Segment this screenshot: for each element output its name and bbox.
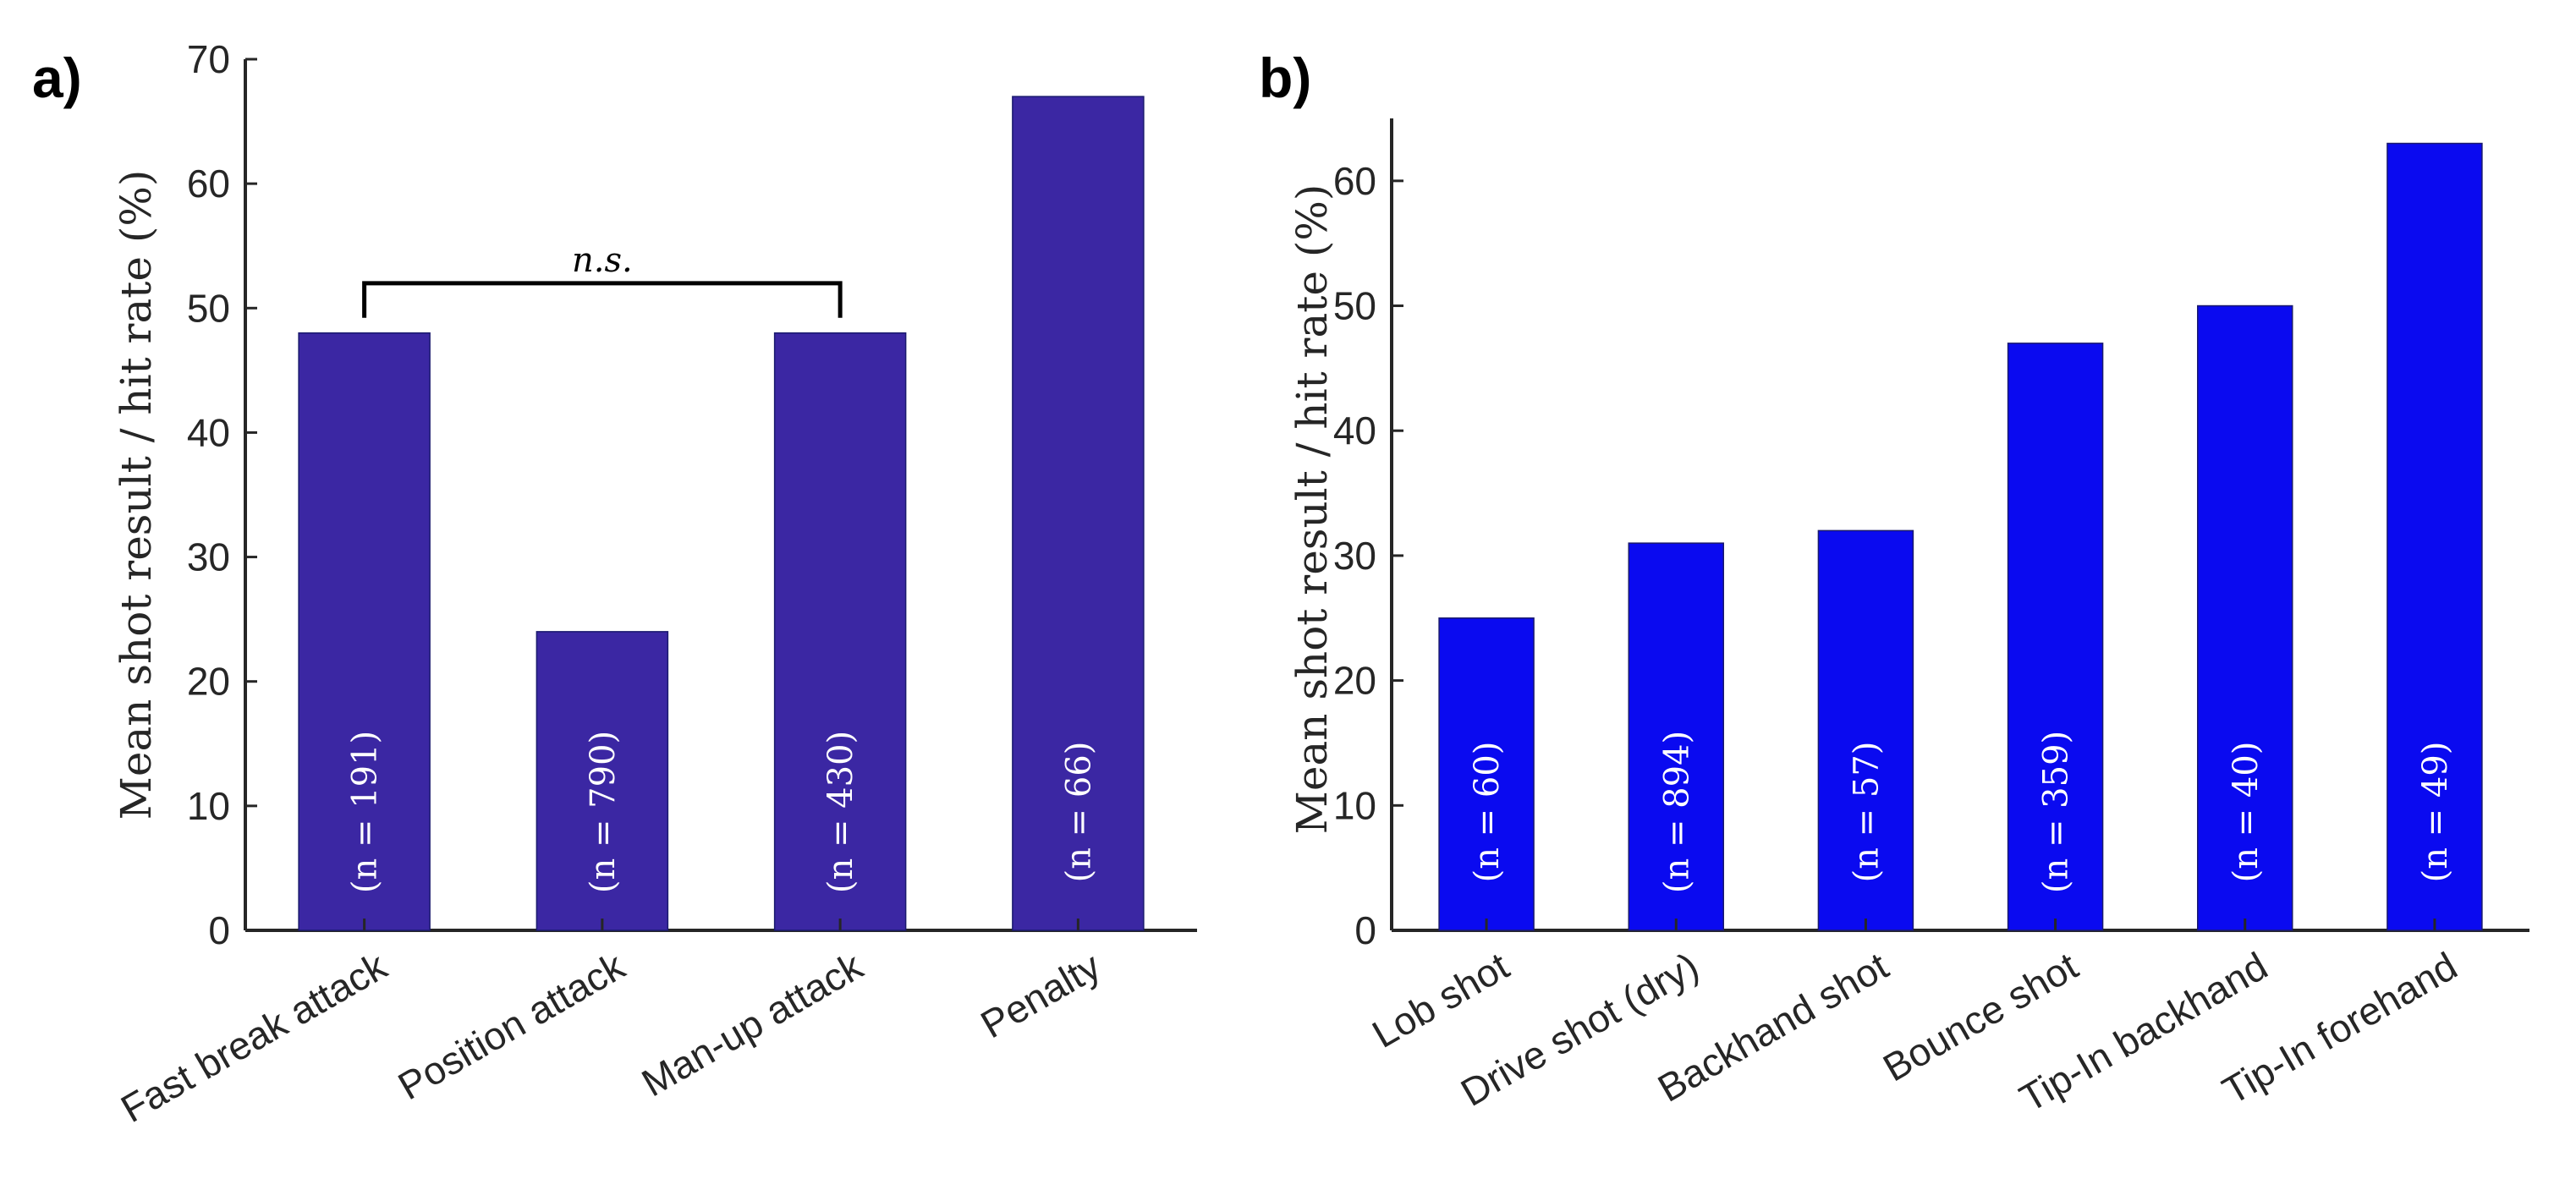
panel-a: a) 0 10 20 30 40 50 60 70 Mean shot result / hit… [32,37,1197,1131]
y-tick-label: 70 [187,37,230,81]
y-tick-label: 10 [187,784,230,828]
panel-a-label: a) [32,47,82,109]
bar-b-2 [1817,529,1914,931]
y-tick-label: 40 [1333,409,1376,452]
y-tick-label: 10 [1333,783,1376,827]
y-axis-label: Mean shot result / hit rate (%) [1288,184,1337,835]
bar-b-3 [2007,343,2104,931]
n-label-b-5: (n = 49) [2416,742,2455,883]
n-label-a-3: (n = 66) [1059,742,1098,883]
bar-b-1 [1628,542,1724,931]
x-category-label-a-3: Penalty [973,944,1107,1047]
n-label-b-4: (n = 40) [2227,742,2266,883]
n-label-a-1: (n = 790) [584,731,623,893]
panel-b-label: b) [1259,47,1311,109]
bar-b-5 [2387,142,2483,931]
y-axis-label: Mean shot result / hit rate (%) [112,170,161,820]
bar-b-4 [2197,304,2293,931]
bar-a-2 [773,332,907,931]
y-tick-label: 0 [208,908,230,952]
x-category-label-a-2: Man-up attack [634,943,871,1105]
bar-a-3 [1012,96,1145,931]
y-tick-label: 50 [187,286,230,330]
n-label-b-2: (n = 57) [1847,742,1886,883]
y-tick-label: 30 [187,535,230,579]
bar-b-0 [1438,617,1535,931]
x-category-label-a-0: Fast break attack [113,943,394,1131]
x-category-label-b-0: Lob shot [1365,944,1516,1056]
y-tick-label: 40 [187,410,230,454]
bar-a-0 [298,332,431,931]
x-category-label-a-1: Position attack [391,943,633,1108]
y-tick-label: 60 [1333,159,1376,203]
y-tick-label: 50 [1333,284,1376,328]
y-tick-label: 60 [187,162,230,206]
n-label-b-0: (n = 60) [1468,742,1507,883]
n-label-a-2: (n = 430) [821,731,860,893]
n-label-a-0: (n = 191) [346,731,385,893]
y-tick-label: 20 [1333,659,1376,703]
y-tick-label: 0 [1354,908,1376,952]
n-label-b-1: (n = 894) [1657,731,1696,893]
y-tick-label: 20 [187,660,230,704]
significance-bracket [362,281,843,318]
y-tick-label: 30 [1333,534,1376,578]
significance-label: n.s. [572,241,633,280]
n-label-b-3: (n = 359) [2037,731,2076,893]
bar-a-1 [536,631,669,931]
